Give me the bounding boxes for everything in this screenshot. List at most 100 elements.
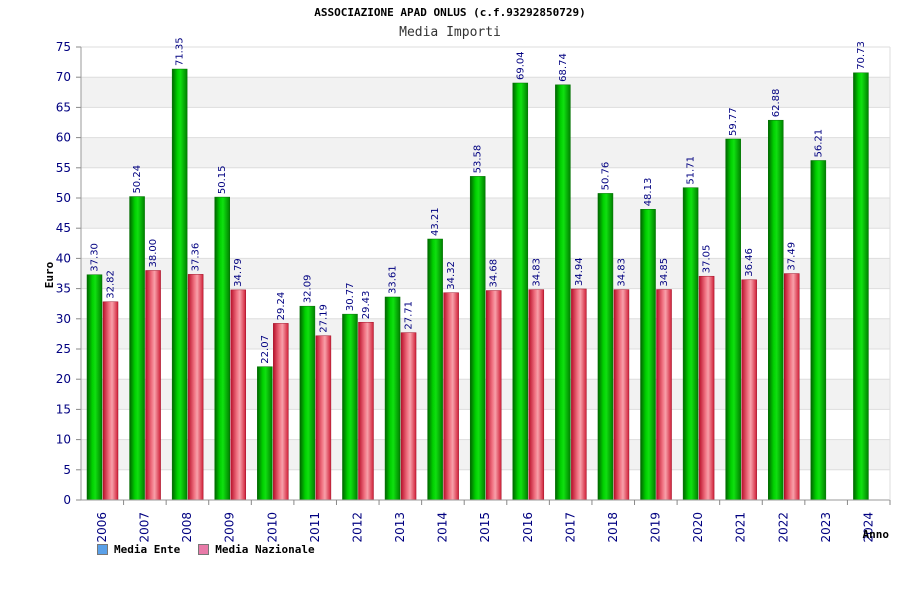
y-tick-label: 15 xyxy=(56,402,71,416)
data-label: 50.24 xyxy=(132,165,143,194)
y-tick-label: 60 xyxy=(56,131,71,145)
bar-media-nazionale xyxy=(102,301,119,501)
data-label: 34.83 xyxy=(616,258,627,287)
data-label: 22.07 xyxy=(260,335,271,364)
bar-media-ente xyxy=(853,72,869,501)
bar-media-nazionale xyxy=(273,323,289,501)
bar-media-nazionale xyxy=(741,279,757,501)
x-tick-label: 2010 xyxy=(265,512,279,543)
bar-media-ente xyxy=(129,196,145,501)
bar-media-ente xyxy=(597,193,614,501)
x-tick-label: 2022 xyxy=(776,512,790,543)
y-tick-label: 75 xyxy=(56,40,71,54)
data-label: 56.21 xyxy=(813,129,824,158)
x-tick-label: 2021 xyxy=(734,512,748,543)
data-label: 29.24 xyxy=(276,292,287,321)
data-label: 70.73 xyxy=(856,41,867,70)
data-label: 34.85 xyxy=(659,258,670,287)
data-label: 27.71 xyxy=(404,301,415,330)
bar-media-nazionale xyxy=(358,321,374,501)
data-label: 50.15 xyxy=(217,165,228,194)
data-label: 37.36 xyxy=(191,243,202,272)
bar-media-ente xyxy=(810,160,827,501)
x-tick-label: 2008 xyxy=(180,512,194,543)
x-tick-label: 2019 xyxy=(649,512,663,543)
bar-media-ente xyxy=(86,274,103,501)
x-tick-label: 2007 xyxy=(138,512,152,543)
y-axis-label: Euro xyxy=(43,261,56,288)
x-tick-label: 2009 xyxy=(223,512,237,543)
y-tick-label: 45 xyxy=(56,221,71,235)
bar-media-ente xyxy=(299,305,316,501)
x-tick-label: 2017 xyxy=(563,512,577,543)
data-label: 29.43 xyxy=(361,291,372,320)
x-tick-label: 2012 xyxy=(350,512,364,543)
data-label: 62.88 xyxy=(771,89,782,118)
bar-media-ente xyxy=(171,68,188,501)
bar-media-nazionale xyxy=(784,273,800,501)
legend-item-media-nazionale: Media Nazionale xyxy=(198,543,315,556)
y-tick-label: 30 xyxy=(56,312,71,326)
data-label: 36.46 xyxy=(744,248,755,277)
data-label: 32.82 xyxy=(106,270,117,299)
legend-swatch-media-ente xyxy=(97,544,108,555)
data-label: 34.68 xyxy=(489,259,500,288)
data-label: 27.19 xyxy=(318,304,329,333)
x-tick-label: 2006 xyxy=(95,512,109,543)
legend: Media Ente Media Nazionale xyxy=(97,543,315,556)
bar-media-nazionale xyxy=(698,275,715,501)
bar-media-ente xyxy=(682,187,699,501)
data-label: 53.58 xyxy=(473,145,484,174)
chart-title: ASSOCIAZIONE APAD ONLUS (c.f.93292850729… xyxy=(314,6,586,19)
y-tick-label: 55 xyxy=(56,161,71,175)
y-tick-label: 20 xyxy=(56,372,71,386)
bar-media-ente xyxy=(469,176,486,501)
data-label: 37.05 xyxy=(702,245,713,274)
legend-item-media-ente: Media Ente xyxy=(97,543,180,556)
y-tick-label: 25 xyxy=(56,342,71,356)
bar-media-nazionale xyxy=(613,289,630,501)
x-tick-label: 2015 xyxy=(478,512,492,543)
grid-band xyxy=(81,47,890,78)
bar-media-nazionale xyxy=(187,274,204,501)
data-label: 51.71 xyxy=(686,156,697,185)
data-label: 34.94 xyxy=(574,257,585,286)
y-tick-label: 65 xyxy=(56,100,71,114)
data-label: 33.61 xyxy=(388,265,399,294)
data-label: 48.13 xyxy=(643,178,654,207)
grid-band xyxy=(81,107,890,138)
x-tick-label: 2020 xyxy=(691,512,705,543)
bar-media-nazionale xyxy=(656,289,672,501)
x-tick-label: 2016 xyxy=(521,512,535,543)
data-label: 37.49 xyxy=(787,242,798,271)
x-axis-label: Anno xyxy=(863,528,890,541)
data-label: 34.32 xyxy=(446,261,457,290)
data-label: 59.77 xyxy=(728,107,739,136)
grid-band xyxy=(81,137,890,168)
bar-media-nazionale xyxy=(400,332,417,501)
legend-label-media-nazionale: Media Nazionale xyxy=(215,543,315,556)
bar-media-nazionale xyxy=(230,289,246,501)
bar-media-nazionale xyxy=(443,292,459,501)
bar-media-nazionale xyxy=(571,288,587,501)
bar-media-ente xyxy=(342,313,358,501)
y-tick-label: 10 xyxy=(56,433,71,447)
bar-media-nazionale xyxy=(528,289,545,501)
bar-media-ente xyxy=(768,119,784,501)
chart-subtitle: Media Importi xyxy=(399,25,501,40)
bar-media-ente xyxy=(512,82,529,501)
y-tick-label: 50 xyxy=(56,191,71,205)
bar-media-ente xyxy=(214,196,230,501)
y-tick-label: 0 xyxy=(63,493,71,507)
x-tick-label: 2011 xyxy=(308,512,322,543)
data-label: 50.76 xyxy=(600,162,611,191)
data-label: 69.04 xyxy=(515,51,526,80)
bar-media-ente xyxy=(555,84,571,501)
x-tick-label: 2014 xyxy=(436,512,450,543)
x-tick-label: 2013 xyxy=(393,512,407,543)
bar-media-ente xyxy=(725,138,741,501)
bar-media-ente xyxy=(427,238,443,501)
data-label: 38.00 xyxy=(148,239,159,268)
bar-media-nazionale xyxy=(145,270,161,501)
